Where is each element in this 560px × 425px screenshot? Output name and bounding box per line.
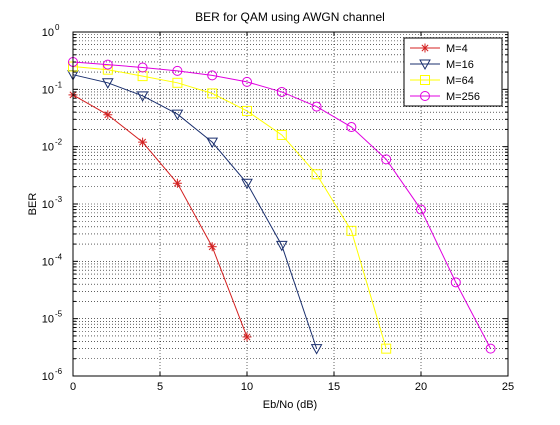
chart-title: BER for QAM using AWGN channel [195,10,385,24]
y-tick-label: 10 [42,199,54,211]
data-point [138,137,148,147]
data-point-stroke [243,333,251,341]
data-point [171,109,184,121]
legend: M=4 M=16 M=64 M=256 [403,37,503,107]
data-point [206,137,219,149]
data-point [172,178,182,188]
x-tick-label: 15 [328,381,340,393]
data-point [207,242,217,252]
series-line [72,61,492,349]
y-tick-label: 10 [42,27,54,39]
data-point-stroke [139,138,147,146]
y-tick-exponent: -6 [55,367,63,376]
y-tick-exponent: -2 [55,138,63,147]
legend-label: M=256 [446,91,480,103]
x-tick-label: 20 [415,381,427,393]
data-point [381,343,392,354]
data-point [346,122,357,133]
data-point [420,91,430,101]
series-M=16 [67,70,323,355]
data-point [136,91,149,102]
y-tick-label: 10 [42,84,54,96]
legend-item: M=256 [410,91,480,103]
data-point [102,64,113,75]
data-point [241,178,253,190]
x-axis-label: Eb/No (dB) [263,399,317,411]
y-tick-exponent: -3 [55,195,63,204]
data-point [276,86,287,97]
data-point [102,59,113,70]
y-tick-label: 10 [42,256,54,268]
data-point [276,129,287,140]
series-layer [67,56,496,355]
y-axis-label: BER [27,193,39,216]
x-tick-label: 5 [157,381,163,393]
data-point [242,76,252,87]
data-point [207,88,218,99]
data-point [103,110,113,120]
series-line [72,74,318,349]
data-point [207,70,218,81]
legend-item: M=4 [410,43,468,55]
data-point-stroke [208,243,216,251]
series-line [72,94,248,338]
data-point [275,240,288,252]
y-tick-exponent: -4 [55,252,63,261]
x-tick-label: 0 [70,381,76,393]
data-point [450,277,461,288]
y-tick-label: 10 [42,142,54,154]
data-point [419,59,431,71]
legend-label: M=16 [446,59,474,71]
data-point [381,154,392,165]
y-tick-exponent: 0 [55,23,60,32]
data-point-stroke [173,179,181,187]
legend-label: M=64 [446,75,474,87]
series-line [72,66,387,349]
data-point [137,62,148,73]
data-point [311,101,322,112]
data-point-stroke [421,44,429,52]
legend-item: M=64 [410,75,474,87]
y-tick-label: 10 [42,314,54,326]
data-point [172,65,183,76]
data-point-stroke [104,111,112,119]
x-tick-label: 25 [502,381,514,393]
data-point [485,343,496,354]
legend-item: M=16 [410,59,474,71]
data-point [101,78,114,89]
data-point [311,169,322,180]
data-point [242,105,252,116]
y-tick-exponent: -5 [55,310,63,319]
legend-label: M=4 [446,43,468,55]
data-point [416,204,426,215]
series-M=4 [68,90,252,342]
y-tick-exponent: -1 [55,80,63,89]
data-point [242,332,252,342]
data-point [172,77,183,88]
y-tick-label: 10 [42,371,54,383]
x-tick-label: 10 [241,381,253,393]
data-point [420,75,430,85]
data-point [420,43,430,53]
data-point [346,225,357,236]
data-point [310,344,323,355]
